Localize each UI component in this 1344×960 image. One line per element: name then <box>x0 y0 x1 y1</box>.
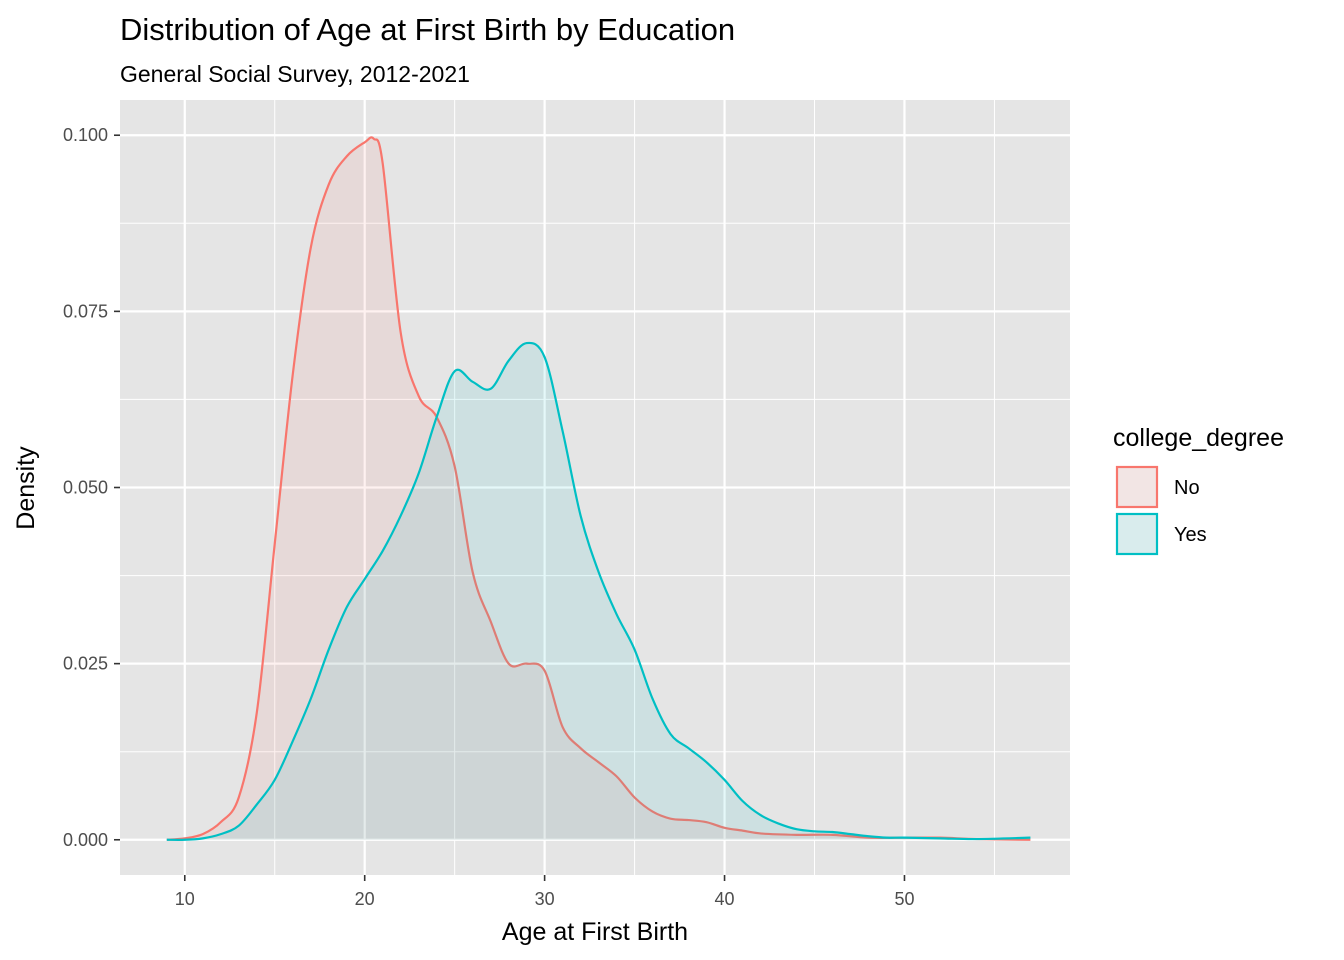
legend: college_degree No Yes <box>1113 424 1284 556</box>
x-axis-ticks: 10 20 30 40 50 <box>175 875 914 909</box>
chart-title: Distribution of Age at First Birth by Ed… <box>120 12 735 47</box>
legend-key-bg-yes <box>1116 513 1158 555</box>
x-axis-title: Age at First Birth <box>502 918 688 946</box>
y-axis-title: Density <box>12 446 40 530</box>
legend-key-yes <box>1115 512 1159 556</box>
x-tick-label: 10 <box>175 889 195 909</box>
legend-label-yes: Yes <box>1174 524 1207 546</box>
y-axis-ticks: 0.000 0.025 0.050 0.075 0.100 <box>63 125 120 850</box>
major-gridlines <box>120 100 1070 875</box>
legend-title: college_degree <box>1113 424 1284 452</box>
chart-subtitle: General Social Survey, 2012-2021 <box>120 61 470 87</box>
density-line-no <box>166 136 1031 841</box>
density-series <box>166 136 1031 841</box>
density-area-yes <box>166 342 1031 840</box>
y-tick-label: 0.050 <box>63 478 108 498</box>
y-tick-label: 0.025 <box>63 654 108 674</box>
x-tick-label: 50 <box>894 889 914 909</box>
density-line-yes <box>166 341 1031 841</box>
x-tick-label: 20 <box>355 889 375 909</box>
x-tick-label: 30 <box>535 889 555 909</box>
legend-items: No Yes <box>1115 465 1207 556</box>
legend-label-no: No <box>1174 477 1200 499</box>
density-area-no <box>166 137 1031 840</box>
y-tick-label: 0.000 <box>63 830 108 850</box>
legend-key-bg-no <box>1116 466 1158 508</box>
legend-key-no <box>1115 465 1159 509</box>
y-tick-label: 0.075 <box>63 301 108 321</box>
y-tick-label: 0.100 <box>63 125 108 145</box>
x-tick-label: 40 <box>715 889 735 909</box>
